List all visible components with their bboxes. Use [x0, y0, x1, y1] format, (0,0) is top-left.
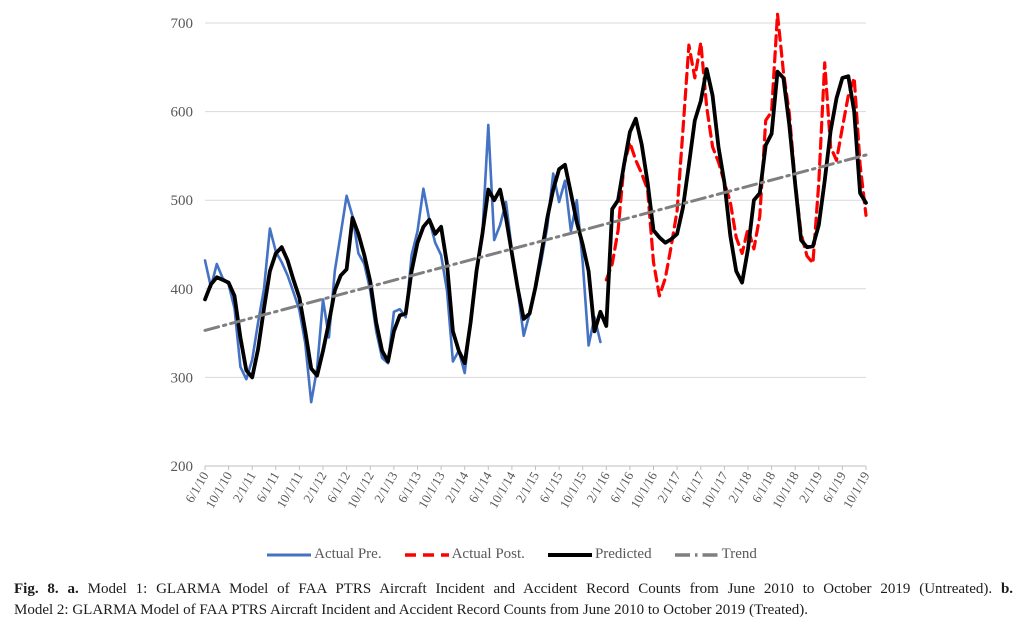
y-tick-label: 300 [171, 370, 194, 386]
x-tick-label: 2/1/15 [512, 469, 542, 505]
legend-swatch-predicted [547, 552, 592, 557]
legend-item-actual-post: Actual Post. [404, 546, 525, 563]
caption-part-a-label: a. [67, 581, 79, 597]
chart-svg: 2003004005006007006/1/1010/1/102/1/116/1… [171, 12, 873, 511]
x-tick-label: 2/1/12 [300, 469, 330, 505]
legend-item-trend: Trend [674, 546, 757, 563]
y-tick-label: 500 [171, 193, 194, 209]
legend-item-predicted: Predicted [547, 546, 652, 563]
legend-item-actual-pre: Actual Pre. [266, 546, 382, 563]
legend-label-predicted: Predicted [594, 546, 652, 562]
series-line-predicted [203, 67, 868, 380]
caption-fig-label: Fig. 8. [14, 581, 59, 597]
legend-swatch-actual-post [404, 552, 449, 557]
legend-label-actual-pre: Actual Pre. [314, 546, 382, 562]
caption-part-b-label: b. [1000, 581, 1014, 597]
legend-swatch-trend [674, 552, 719, 557]
y-tick-label: 200 [171, 459, 194, 475]
series-line-trend [203, 153, 868, 332]
caption-part-a-text: Model 1: GLARMA Model of FAA PTRS Aircra… [87, 581, 993, 597]
caption-line-2: Model 2: GLARMA Model of FAA PTRS Aircra… [14, 600, 1013, 621]
chart-legend: Actual Pre. Actual Post. Predicted Trend [0, 546, 1023, 563]
legend-label-trend: Trend [721, 546, 757, 562]
x-tick-label: 2/1/11 [229, 469, 258, 505]
legend-swatch-actual-pre [267, 553, 312, 556]
x-tick-label: 2/1/19 [796, 469, 826, 505]
y-tick-label: 400 [171, 282, 194, 298]
x-tick-label: 2/1/13 [371, 469, 401, 505]
y-tick-label: 700 [171, 16, 194, 32]
caption-line-1: Fig. 8. a. Model 1: GLARMA Model of FAA … [14, 579, 1013, 600]
y-tick-label: 600 [171, 105, 194, 121]
x-tick-label: 2/1/18 [725, 469, 755, 505]
figure-caption: Fig. 8. a. Model 1: GLARMA Model of FAA … [14, 579, 1013, 621]
legend-label-actual-post: Actual Post. [451, 546, 525, 562]
caption-part-b-text: Model 2: GLARMA Model of FAA PTRS Aircra… [14, 602, 809, 618]
